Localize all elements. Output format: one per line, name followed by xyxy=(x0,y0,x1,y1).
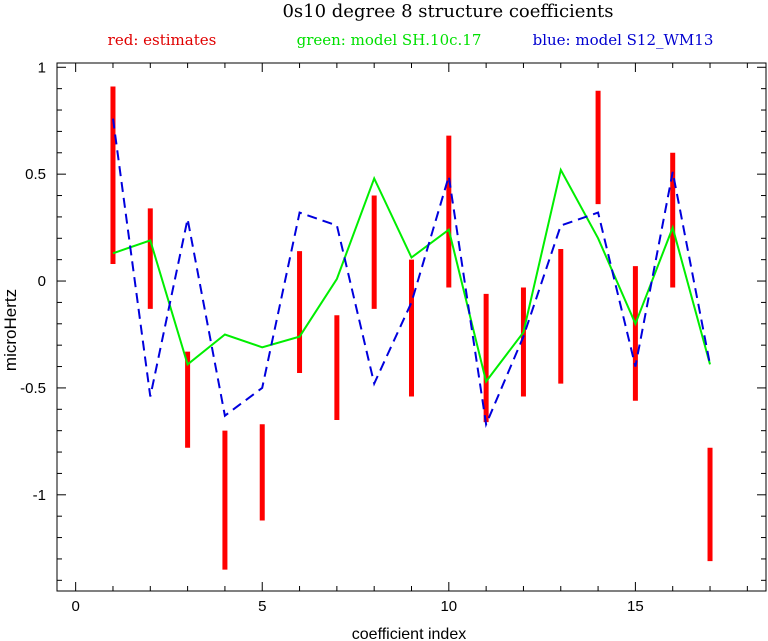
series-line-blue xyxy=(112,118,711,428)
y-tick-label: 0.5 xyxy=(25,166,46,183)
chart-title: 0s10 degree 8 structure coefficients xyxy=(282,1,613,22)
series-line-green xyxy=(112,167,711,384)
legend-blue: blue: model S12_WM13 xyxy=(533,31,714,49)
x-tick-label: 5 xyxy=(258,598,266,615)
y-tick-label: -1 xyxy=(33,487,46,504)
y-tick-label: 1 xyxy=(38,59,46,76)
y-tick-label: 0 xyxy=(38,273,46,290)
model-lines xyxy=(112,118,711,428)
x-tick-label: 15 xyxy=(627,598,644,615)
x-tick-label: 10 xyxy=(440,598,457,615)
y-axis-label: microHertz xyxy=(1,289,20,371)
x-tick-label: 0 xyxy=(71,598,79,615)
x-axis-label: coefficient index xyxy=(352,626,466,641)
legend-green: green: model SH.10c.17 xyxy=(297,31,482,49)
legend-red: red: estimates xyxy=(108,31,217,49)
estimate-bars xyxy=(110,86,713,570)
y-tick-label: -0.5 xyxy=(20,380,46,397)
axes: 0 5 10 15 1 0.5 0 -0.5 -1 xyxy=(20,59,767,615)
